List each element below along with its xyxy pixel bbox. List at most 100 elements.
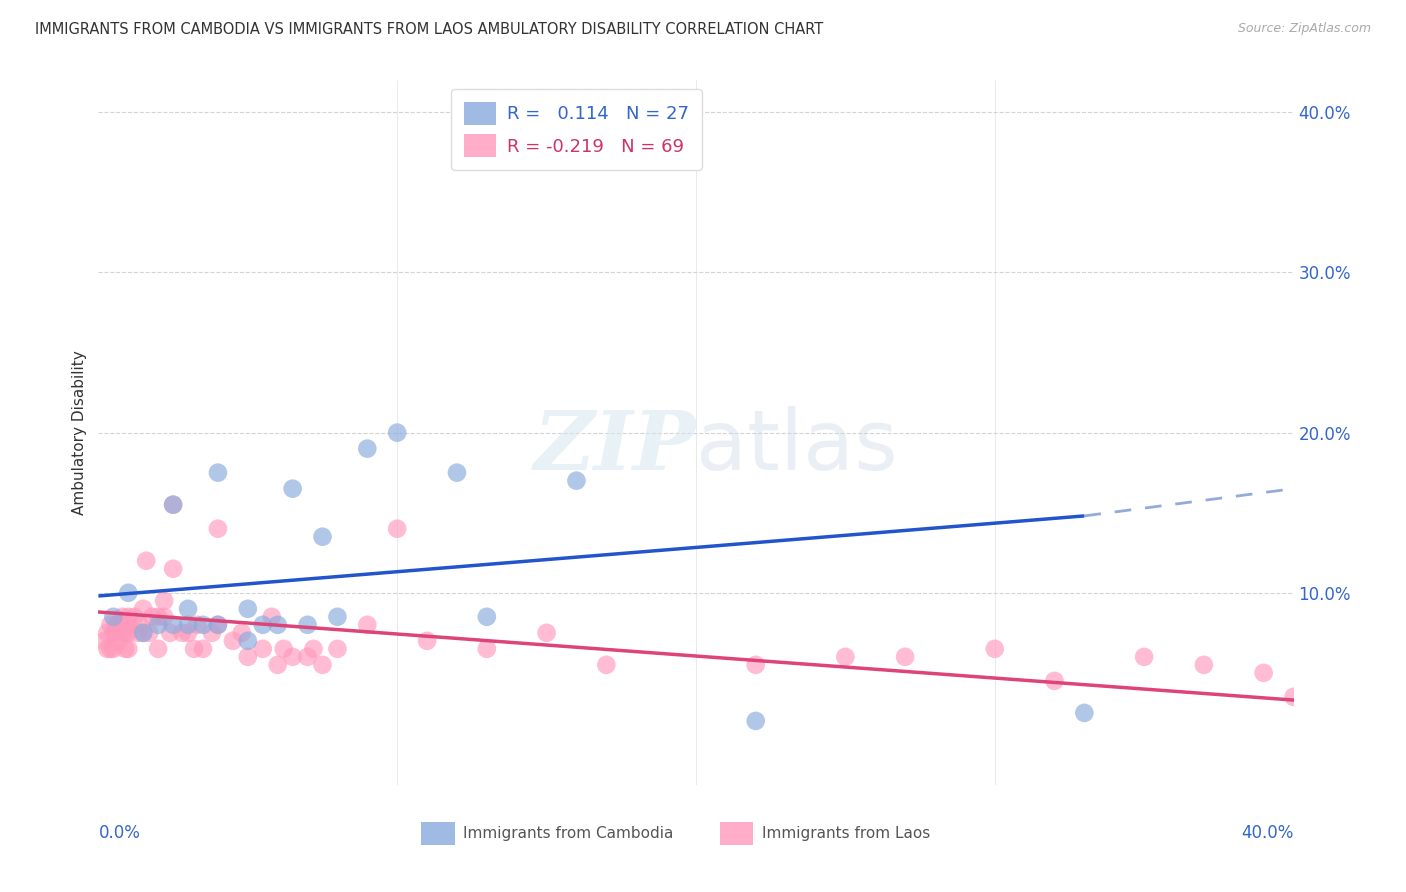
Point [201,625,224,640]
Y-axis label: Ambulatory Disability: Ambulatory Disability [72,351,87,515]
Point [162,617,184,632]
Point [610,129,633,144]
Text: 40.0%: 40.0% [1241,823,1294,842]
Point [98,617,122,632]
Point [148,641,170,656]
Point [186,617,208,632]
Point [297,617,319,632]
Point [356,442,378,456]
Point [108,617,131,632]
Point [326,609,349,624]
Point [1253,665,1275,680]
Point [153,609,176,624]
Point [236,601,259,615]
Point [117,625,139,640]
Point [177,601,200,615]
Point [281,649,304,664]
Point [984,641,1007,656]
Point [117,609,139,624]
Point [1282,690,1305,704]
Point [565,474,588,488]
Point [183,641,205,656]
Point [114,641,136,656]
Point [117,586,139,600]
Point [385,425,409,440]
Point [311,657,333,672]
Point [111,609,134,624]
Point [148,609,170,624]
Point [231,625,253,640]
Point [1133,649,1156,664]
Point [96,625,118,640]
Point [236,649,259,664]
FancyBboxPatch shape [422,822,454,845]
Point [177,617,200,632]
Point [222,633,245,648]
Point [135,554,157,568]
Point [207,617,229,632]
Point [127,625,149,640]
Point [172,625,194,640]
Text: 0.0%: 0.0% [98,823,141,842]
Text: Source: ZipAtlas.com: Source: ZipAtlas.com [1237,22,1371,36]
Text: atlas: atlas [696,406,897,487]
Point [326,641,349,656]
Point [117,617,139,632]
Point [105,625,128,640]
Point [260,609,283,624]
Point [98,641,122,656]
Point [108,633,131,648]
Point [536,625,558,640]
Point [595,657,617,672]
Legend: R =   0.114   N = 27, R = -0.219   N = 69: R = 0.114 N = 27, R = -0.219 N = 69 [451,89,702,170]
Point [745,714,768,728]
Text: Immigrants from Cambodia: Immigrants from Cambodia [463,826,673,841]
Point [1043,673,1066,688]
Point [153,594,176,608]
Point [236,633,259,648]
Point [191,641,214,656]
Point [162,498,184,512]
Point [103,641,125,656]
Point [252,641,274,656]
Point [132,625,155,640]
Point [191,617,214,632]
Point [302,641,325,656]
Point [385,522,409,536]
Point [111,625,134,640]
Point [834,649,856,664]
Point [148,617,170,632]
Point [103,625,125,640]
Point [416,633,439,648]
Point [132,625,155,640]
Point [745,657,768,672]
Point [124,609,146,624]
Text: ZIP: ZIP [533,407,696,487]
Point [141,609,163,624]
Point [207,466,229,480]
Point [132,601,155,615]
Point [252,617,274,632]
Point [446,466,468,480]
FancyBboxPatch shape [720,822,754,845]
Point [138,625,160,640]
Point [311,530,333,544]
Point [475,641,498,656]
Point [93,633,115,648]
Point [207,522,229,536]
Point [273,641,295,656]
Point [162,498,184,512]
Point [105,617,128,632]
Point [117,641,139,656]
Point [96,641,118,656]
Point [894,649,917,664]
Point [177,625,200,640]
Point [1073,706,1095,720]
Point [297,649,319,664]
Text: IMMIGRANTS FROM CAMBODIA VS IMMIGRANTS FROM LAOS AMBULATORY DISABILITY CORRELATI: IMMIGRANTS FROM CAMBODIA VS IMMIGRANTS F… [35,22,824,37]
Point [267,657,290,672]
Text: Immigrants from Laos: Immigrants from Laos [762,826,929,841]
Point [159,625,181,640]
Point [103,609,125,624]
Point [207,617,229,632]
